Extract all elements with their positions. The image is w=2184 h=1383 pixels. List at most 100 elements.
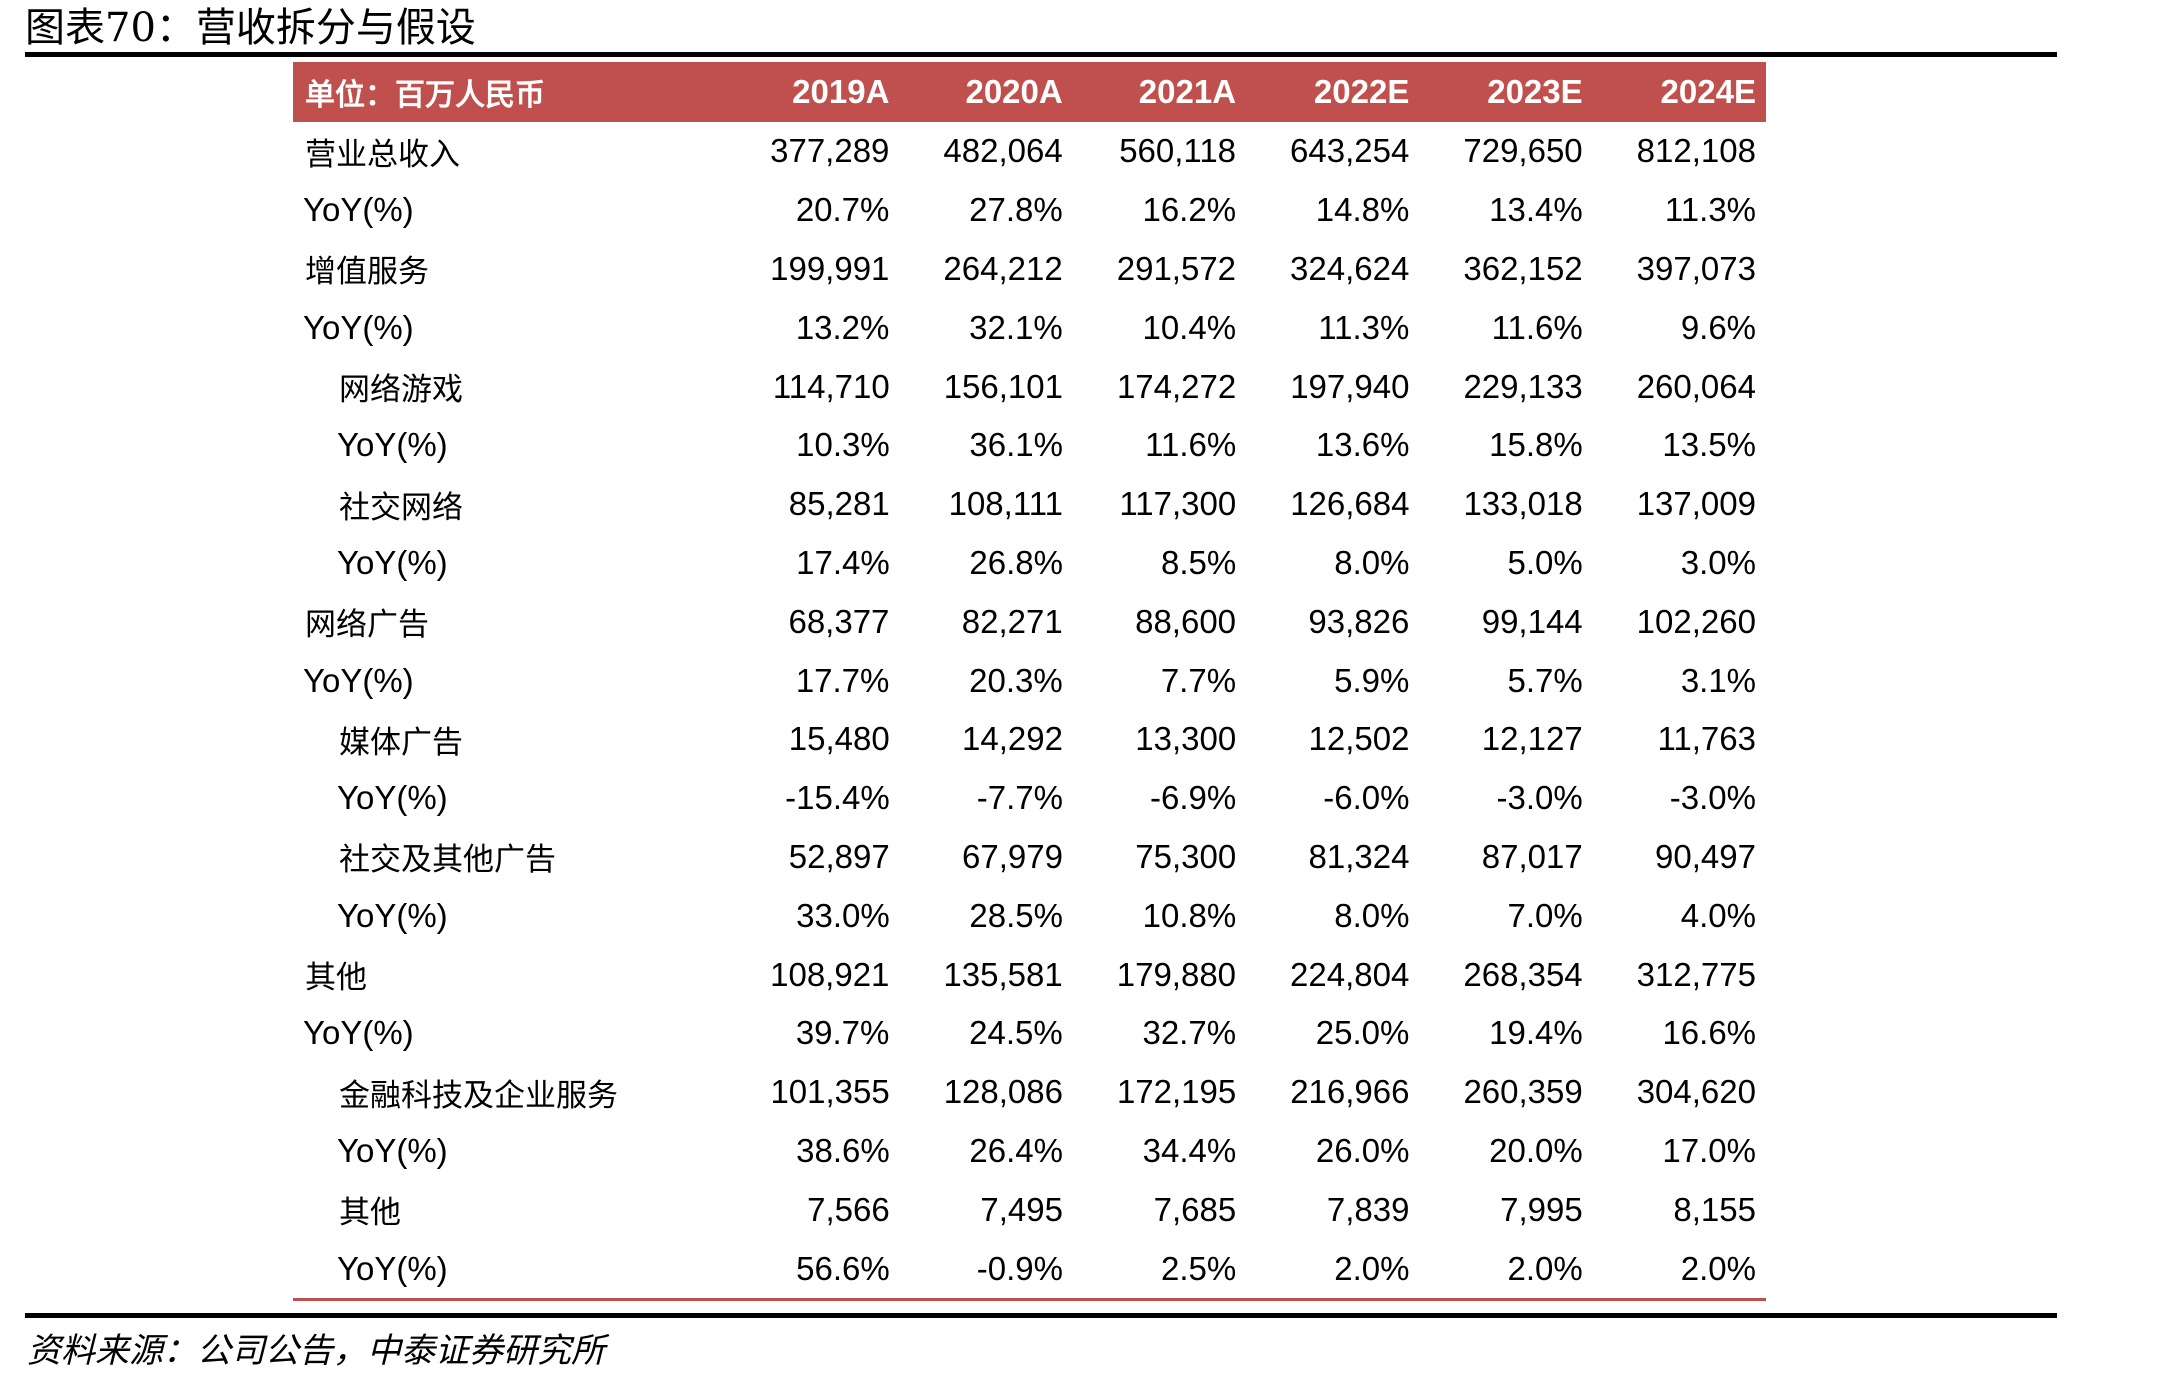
table-cell: 2.5%	[1160, 1249, 1237, 1287]
table-row: 增值服务 199,991 264,212 291,572 324,624 362,152 3…	[293, 240, 1766, 299]
table-cell: 5.7%	[1507, 661, 1583, 699]
row-label: 网络广告	[305, 607, 429, 644]
table-cell: 99,144	[1481, 602, 1583, 640]
table-cell: 133,018	[1463, 485, 1583, 523]
table-cell: 7.7%	[1160, 661, 1237, 699]
table-cell: 39.7%	[795, 1014, 890, 1052]
table-cell: 229,133	[1463, 367, 1583, 405]
table-cell: 174,272	[1116, 367, 1237, 405]
table-cell: -3.0%	[1496, 779, 1583, 817]
column-header: 2019A	[792, 73, 890, 110]
table-cell: 729,650	[1463, 132, 1583, 170]
table-cell: 32.1%	[969, 308, 1063, 346]
table-row: 金融科技及企业服务 101,355 128,086 172,195 216,966 260…	[293, 1063, 1766, 1122]
table-cell: -3.0%	[1669, 779, 1756, 817]
table-cell: 14,292	[962, 720, 1063, 758]
table-cell: 108,111	[948, 485, 1063, 523]
table-cell: 11.6%	[1145, 426, 1237, 464]
table-cell: 199,991	[770, 249, 890, 287]
table-cell: 482,064	[943, 132, 1063, 170]
column-header: 2024E	[1660, 73, 1756, 110]
table-cell: 10.3%	[796, 426, 890, 464]
table-cell: 13,300	[1135, 720, 1237, 758]
table-row: YoY(%) 38.6% 26.4% 34.4% 26.0% 20.0% 17.0%	[293, 1122, 1766, 1181]
table-cell: 312,775	[1636, 955, 1756, 993]
table-cell: 14.8%	[1315, 191, 1410, 229]
row-label: 增值服务	[305, 254, 429, 291]
table-cell: 8.0%	[1334, 543, 1410, 581]
table-cell: 17.0%	[1662, 1131, 1756, 1169]
table-cell: 304,620	[1636, 1073, 1756, 1111]
column-header: 2021A	[1138, 73, 1237, 110]
table-cell: 17.7%	[795, 661, 890, 699]
table-body: 营业总收入 377,289 482,064 560,118 643,254 729,650…	[293, 122, 1766, 1298]
table-cell: 362,152	[1463, 249, 1583, 287]
table-cell: 137,009	[1636, 485, 1756, 523]
table-cell: 3.1%	[1680, 661, 1757, 699]
table-cell: 260,359	[1463, 1073, 1583, 1111]
table-cell: 7,495	[980, 1190, 1063, 1228]
table-cell: 156,101	[943, 367, 1063, 405]
yoy-label: YoY(%)	[337, 896, 448, 934]
table-row: 媒体广告 15,480 14,292 13,300 12,502 12,127 11,763	[293, 710, 1766, 769]
table-cell: 11.3%	[1318, 308, 1410, 346]
table-cell: 224,804	[1290, 955, 1410, 993]
table-cell: 2.0%	[1507, 1249, 1583, 1287]
table-cell: 25.0%	[1315, 1014, 1410, 1052]
table-cell: 7,566	[807, 1190, 890, 1228]
table-cell: 264,212	[943, 249, 1063, 287]
table-cell: 13.2%	[795, 308, 890, 346]
table-cell: 87,017	[1481, 837, 1583, 875]
row-label: 其他	[305, 960, 367, 997]
table-cell: -15.4%	[785, 779, 890, 817]
table-cell: 2.0%	[1680, 1249, 1756, 1287]
table-row: 网络广告 68,377 82,271 88,600 93,826 99,144 102,26…	[293, 592, 1766, 651]
table-row: 社交及其他广告 52,897 67,979 75,300 81,324 87,017 90,…	[293, 828, 1766, 887]
table-cell: -7.7%	[976, 779, 1063, 817]
yoy-label: YoY(%)	[337, 426, 448, 464]
table-row: 其他 7,566 7,495 7,685 7,839 7,995 8,155	[293, 1180, 1766, 1239]
yoy-label: YoY(%)	[337, 543, 448, 581]
table-cell: 179,880	[1116, 955, 1237, 993]
table-cell: 93,826	[1308, 602, 1410, 640]
table-cell: 7.0%	[1507, 896, 1583, 934]
table-cell: -6.9%	[1149, 779, 1237, 817]
table-cell: 24.5%	[969, 1014, 1063, 1052]
table-cell: 11.6%	[1491, 308, 1583, 346]
table-cell: 68,377	[788, 602, 890, 640]
table-cell: 10.4%	[1142, 308, 1237, 346]
table-cell: 34.4%	[1142, 1131, 1237, 1169]
table-cell: 8.5%	[1160, 543, 1237, 581]
table-cell: 4.0%	[1680, 896, 1756, 934]
table-cell: 36.1%	[969, 426, 1063, 464]
yoy-label: YoY(%)	[303, 661, 414, 699]
table-cell: 11.3%	[1664, 191, 1757, 229]
table-cell: 15,480	[788, 720, 890, 758]
table-cell: 12,502	[1308, 720, 1410, 758]
table-row: YoY(%) 39.7% 24.5% 32.7% 25.0% 19.4% 16.6%	[293, 1004, 1766, 1063]
table-row: 网络游戏 114,710 156,101 174,272 197,940 229,133 2…	[293, 357, 1766, 416]
row-label: 媒体广告	[339, 724, 463, 761]
table-row: YoY(%) 13.2% 32.1% 10.4% 11.3% 11.6% 9.6%	[293, 298, 1766, 357]
table-cell: 216,966	[1290, 1073, 1410, 1111]
table-cell: 67,979	[962, 837, 1063, 875]
bottom-rule	[25, 1313, 2057, 1318]
table-cell: 52,897	[788, 837, 890, 875]
table-row: 社交网络 85,281 108,111 117,300 126,684 133,018 13…	[293, 475, 1766, 534]
table-cell: 27.8%	[969, 191, 1063, 229]
table-cell: 5.9%	[1334, 661, 1410, 699]
table-cell: 88,600	[1135, 602, 1237, 640]
table-cell: 15.8%	[1489, 426, 1583, 464]
figure-title: 图表70：营收拆分与假设	[25, 5, 476, 51]
table-row: YoY(%) 17.7% 20.3% 7.7% 5.9% 5.7% 3.1%	[293, 651, 1766, 710]
top-rule	[25, 52, 2057, 57]
table-row: YoY(%) 56.6% -0.9% 2.5% 2.0% 2.0% 2.0%	[293, 1239, 1766, 1298]
table-cell: 260,064	[1636, 367, 1756, 405]
table-cell: 2.0%	[1334, 1249, 1410, 1287]
table-cell: 560,118	[1119, 132, 1237, 170]
source-note: 资料来源：公司公告，中泰证券研究所	[27, 1331, 605, 1371]
table-row: 营业总收入 377,289 482,064 560,118 643,254 729,650…	[293, 122, 1766, 181]
table-cell: 114,710	[772, 367, 890, 405]
column-header: 2022E	[1313, 73, 1410, 110]
row-label: 其他	[339, 1195, 401, 1232]
